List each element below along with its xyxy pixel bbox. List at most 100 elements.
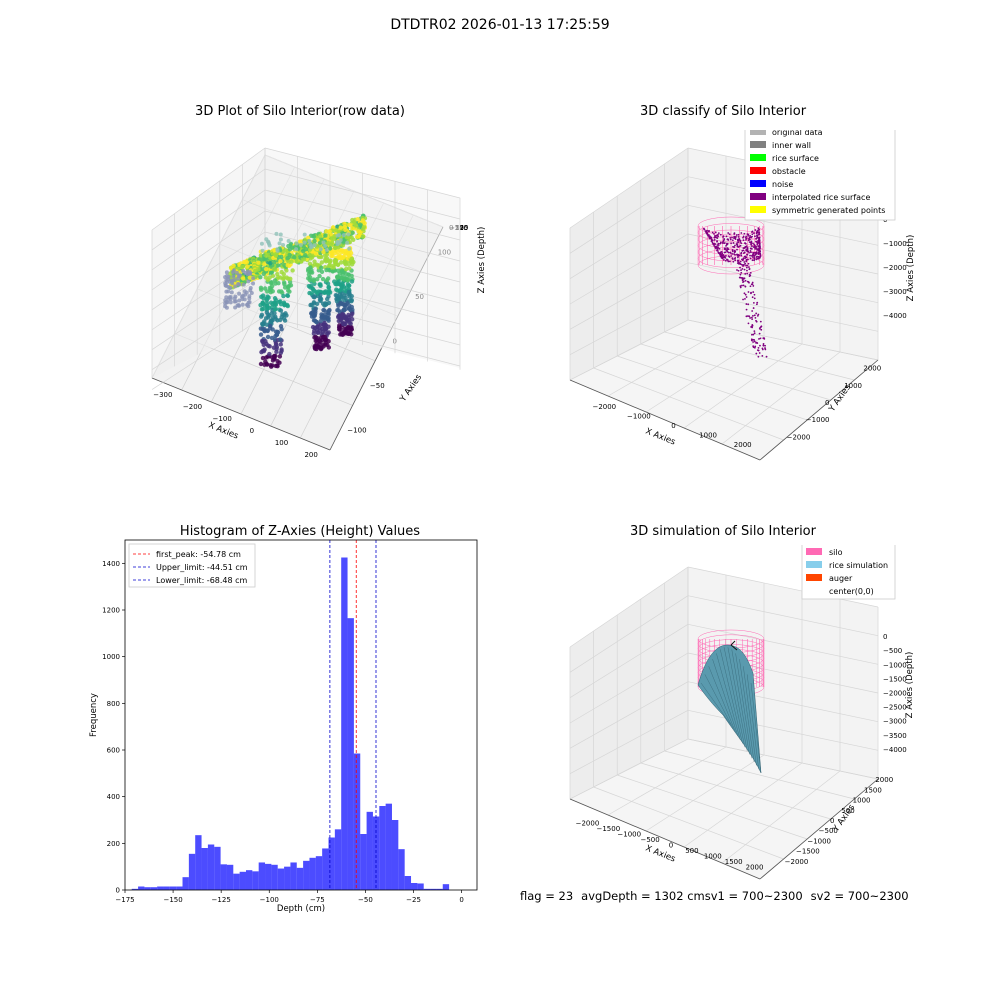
scatter-point [743,232,746,235]
scatter-point [318,318,324,324]
scatter-point [729,238,732,241]
scatter-point [734,238,737,241]
scatter-point [758,327,761,330]
scatter-point [330,253,335,259]
scatter-point [292,255,297,260]
histogram-bar [265,863,272,890]
scatter-point [752,341,754,343]
scatter-point [336,308,341,313]
panel2-xtick: −1000 [627,412,651,420]
x-tick-label: −25 [406,896,421,904]
scatter-point [744,257,746,260]
scatter-point [263,339,268,344]
scatter-point [260,306,266,312]
scatter-point [749,271,752,274]
scatter-point [737,254,740,257]
scatter-point [749,247,752,250]
histogram-bar [207,844,215,890]
scatter-point [333,293,339,298]
scatter-point [245,302,250,307]
scatter-point [731,257,734,260]
scatter-point [750,242,753,245]
panel1-title: 3D Plot of Silo Interior(row data) [195,104,405,119]
scatter-point [231,274,236,279]
scatter-point [276,280,281,286]
scatter-point [264,237,269,242]
scatter-point [743,261,746,263]
histogram-bar [163,886,170,890]
histogram-bar [195,835,202,890]
x-tick-label: −50 [358,896,373,904]
scatter-point [337,327,342,332]
scatter-point [265,343,271,348]
scatter-point [264,310,270,315]
scatter-point [723,251,726,254]
scatter-point [713,236,716,239]
scatter-point [287,279,293,285]
scatter-point [339,313,344,318]
scatter-point [247,296,252,301]
scatter-point [276,275,281,280]
scatter-point [264,253,269,258]
scatter-point [740,271,743,274]
scatter-point [335,296,340,302]
scatter-point [314,290,320,295]
scatter-point [708,236,711,239]
scatter-point [298,243,303,248]
scatter-point [272,296,278,301]
scatter-point [305,235,311,241]
scatter-point [747,291,750,293]
scatter-point [749,254,751,257]
surface-line [700,682,732,726]
scatter-point [749,317,751,319]
scatter-point [341,240,346,245]
scatter-point [347,246,352,251]
panel4-xtick: −1000 [617,831,641,839]
scatter-point [755,247,758,250]
scatter-point [737,259,739,262]
histogram-bar [138,886,145,890]
panel1-xtick: 100 [275,439,288,447]
scatter-point [318,247,323,252]
scatter-point [717,251,720,254]
scatter-point [755,252,758,255]
scatter-point [756,242,759,245]
scatter-point [737,238,740,241]
scatter-point [744,279,747,282]
scatter-point [727,251,730,254]
histogram-bar [296,867,304,890]
histogram-bar [353,753,361,890]
scatter-point [275,248,280,253]
scatter-point [262,262,267,267]
scatter-point [750,338,753,341]
scatter-point [737,236,740,238]
scatter-point [349,279,355,284]
scatter-point [745,264,747,267]
panel4-legend: silo rice simulation auger center(0,0) [801,545,896,600]
panel3-xlabel: Depth (cm) [277,904,325,914]
scatter-point [722,239,725,242]
scatter-point [279,314,284,320]
scatter-point [733,233,736,235]
y-tick-label: 200 [107,840,120,848]
legend-label: inner wall [772,141,811,150]
scatter-point [281,280,287,285]
scatter-point [743,277,746,280]
scatter-point [323,233,328,238]
scatter-point [736,245,739,248]
scatter-point [322,334,328,340]
scatter-point [243,271,248,276]
panel2-ztick: −4000 [883,312,907,320]
scatter-point [751,281,754,284]
scatter-point [309,314,315,319]
scatter-point [226,297,231,302]
scatter-point [729,237,732,239]
scatter-point [243,292,248,297]
scatter-point [326,315,331,321]
scatter-point [228,300,233,305]
scatter-point [247,270,252,275]
scatter-point [740,232,743,234]
panel1-3d-plot: −300−200−1000100200−100−500501000−25−50−… [151,147,487,459]
scatter-point [284,268,289,273]
scatter-point [226,274,231,279]
